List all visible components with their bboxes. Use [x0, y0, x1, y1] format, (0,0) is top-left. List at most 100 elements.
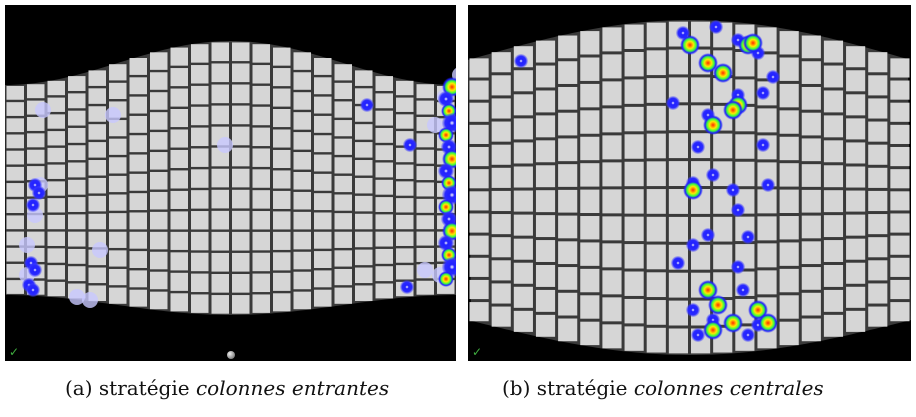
wall-tile [355, 285, 373, 301]
wall-tile [757, 189, 777, 214]
wall-tile [88, 267, 106, 284]
gaze-point [26, 283, 40, 297]
wall-tile [823, 40, 844, 63]
wall-tile [668, 272, 688, 298]
gaze-point [761, 178, 775, 192]
wall-tile [558, 215, 578, 239]
tile-wall [5, 41, 456, 315]
wall-tile [602, 27, 622, 52]
wall-tile [890, 279, 910, 300]
wall-tile [334, 138, 352, 155]
wall-tile [273, 68, 291, 87]
wall-tile [823, 264, 844, 287]
wall-tile [846, 262, 866, 284]
wall-tile [890, 102, 910, 122]
wall-tile [109, 268, 127, 286]
wall-tile [6, 150, 24, 165]
wall-tile [469, 169, 489, 189]
wall-tile [191, 231, 209, 251]
wall-tile [252, 190, 270, 209]
gaze-point-faded [105, 107, 121, 123]
gaze-point [403, 138, 417, 152]
wall-tile [602, 108, 622, 133]
wall-tile [129, 212, 147, 230]
wall-tile [491, 52, 511, 73]
wall-tile [273, 272, 291, 291]
wall-tile [846, 94, 866, 116]
wall-tile [375, 231, 393, 247]
wall-tile [170, 252, 188, 271]
wall-tile [68, 179, 86, 195]
wall-tile [491, 260, 511, 281]
wall-tile [88, 195, 106, 212]
gaze-point [666, 96, 680, 110]
wall-tile [109, 120, 127, 137]
wall-tile [273, 88, 291, 107]
wall-tile [757, 216, 777, 241]
wall-tile [232, 252, 250, 272]
wall-tile [232, 147, 250, 167]
wall-tile [191, 169, 209, 188]
wall-tile [355, 70, 373, 86]
wall-tile [232, 84, 250, 104]
gaze-point [400, 280, 414, 294]
wall-tile [624, 134, 644, 159]
wall-tile [535, 240, 556, 262]
gaze-point-faded [35, 102, 51, 118]
wall-tile [68, 93, 86, 109]
wall-tile [779, 163, 799, 187]
wall-tile [47, 265, 65, 280]
wall-tile [801, 292, 821, 316]
wall-tile [396, 265, 414, 280]
gaze-point-faded [427, 117, 443, 133]
wall-tile [735, 161, 755, 187]
wall-tile [801, 189, 821, 213]
wall-tile [47, 114, 65, 129]
wall-tile [846, 286, 866, 308]
wall-tile [890, 169, 910, 189]
wall-tile [396, 97, 414, 112]
gaze-point [726, 183, 740, 197]
wall-tile [150, 112, 168, 130]
wall-tile [252, 65, 270, 84]
wall-tile [868, 144, 888, 165]
wall-tile [170, 68, 188, 87]
wall-tile [109, 287, 127, 304]
wall-tile [68, 231, 86, 247]
wall-tile [109, 64, 127, 81]
wall-tile [252, 106, 270, 126]
wall-tile [150, 271, 168, 290]
panel-a-scene [5, 41, 456, 315]
wall-tile [375, 93, 393, 109]
wall-tile [68, 214, 86, 230]
wall-tile [6, 85, 24, 100]
wall-tile [801, 164, 821, 187]
wall-tile [150, 92, 168, 110]
wall-tile [150, 52, 168, 70]
wall-tile [170, 47, 188, 66]
wall-tile [801, 35, 821, 59]
wall-tile [375, 110, 393, 126]
wall-tile [779, 110, 799, 134]
wall-tile [558, 318, 578, 342]
wall-tile [396, 80, 414, 96]
wall-tile [129, 289, 147, 307]
wall-tile [890, 235, 910, 255]
wall-tile [469, 58, 489, 78]
wall-tile [416, 133, 434, 148]
wall-tile [293, 72, 311, 90]
wall-tile [88, 213, 106, 230]
wall-tile [355, 177, 373, 194]
wall-tile [890, 257, 910, 277]
wall-tile [535, 264, 556, 287]
gaze-point [756, 138, 770, 152]
wall-tile [668, 133, 688, 159]
gaze-point-hot [713, 63, 733, 83]
wall-tile [334, 287, 352, 304]
wall-tile [868, 283, 888, 304]
gaze-point-hot [758, 313, 778, 333]
wall-tile [129, 173, 147, 191]
gaze-point [741, 328, 755, 342]
gaze-point [671, 256, 685, 270]
wall-tile [150, 191, 168, 210]
